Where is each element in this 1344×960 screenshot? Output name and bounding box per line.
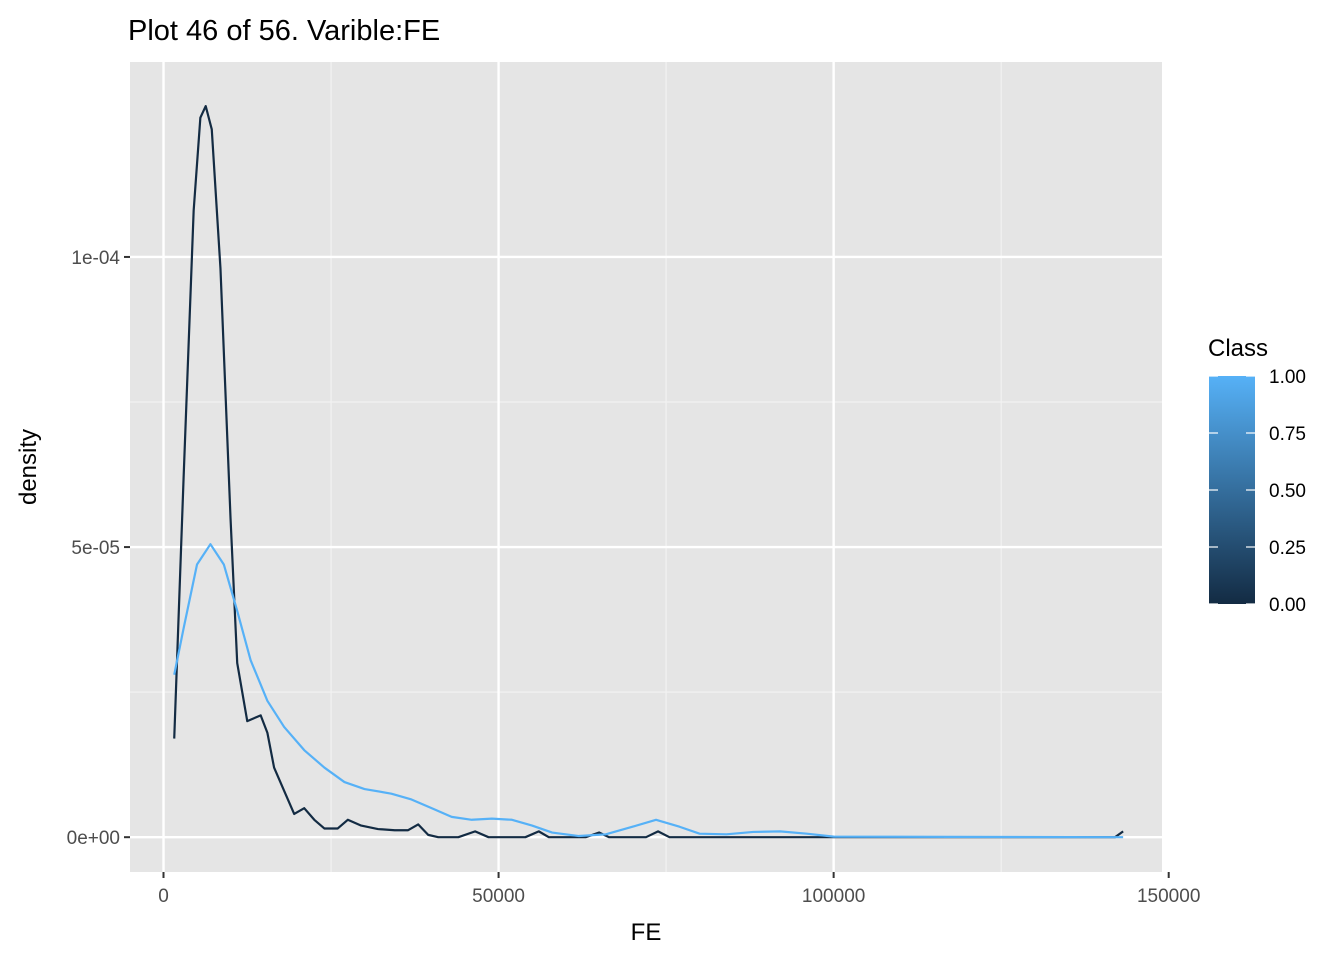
legend-tick-label: 0.50 <box>1269 481 1306 502</box>
legend-tick-label: 1.00 <box>1269 367 1306 388</box>
x-tick-label: 100000 <box>802 886 865 907</box>
chart-title: Plot 46 of 56. Varible:FE <box>128 15 440 47</box>
legend-title: Class <box>1208 335 1268 362</box>
series-layer <box>173 105 1124 839</box>
y-tick-label: 5e-05 <box>71 538 120 559</box>
legend-tick-label: 0.25 <box>1269 538 1306 559</box>
x-tick-label: 0 <box>158 886 169 907</box>
legend-tick-label: 0.00 <box>1269 595 1306 616</box>
y-axis-title: density <box>15 429 42 505</box>
series-line-class-0 <box>173 105 1124 839</box>
series-line-class-1 <box>173 543 1124 839</box>
x-tick-label: 50000 <box>472 886 525 907</box>
x-axis-title: FE <box>631 919 662 946</box>
x-axis: 0 50000 100000 150000 <box>158 872 1200 907</box>
x-tick-label: 150000 <box>1137 886 1200 907</box>
plot-panel <box>130 62 1162 872</box>
y-axis: 0e+00 5e-05 1e-04 <box>67 248 130 849</box>
legend-tick-label: 0.75 <box>1269 424 1306 445</box>
y-tick-label: 1e-04 <box>71 248 120 269</box>
legend-ticks: 0.00 0.25 0.50 0.75 1.00 <box>1209 367 1306 616</box>
legend: Class 0.00 0.25 0.50 0.75 1.00 <box>1208 335 1306 616</box>
grid-minor-lines <box>130 62 1162 872</box>
y-tick-label: 0e+00 <box>67 828 120 849</box>
